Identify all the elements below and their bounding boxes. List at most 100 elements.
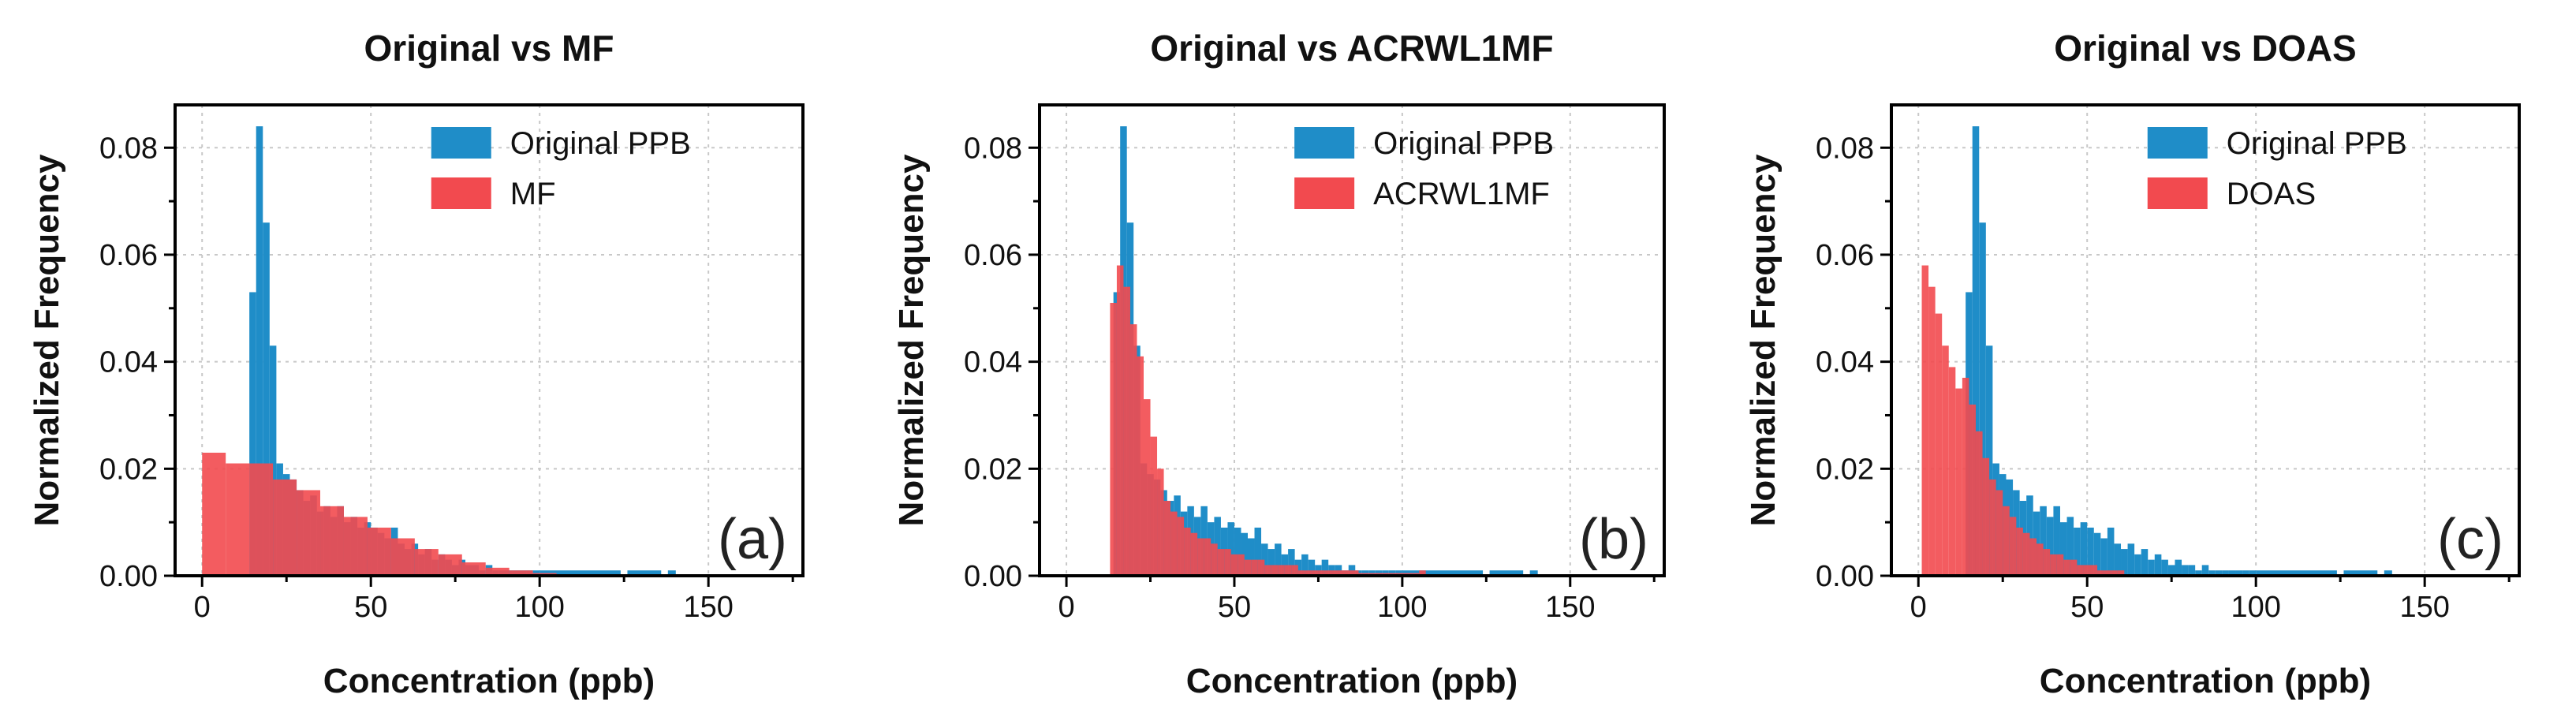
histogram-bar bbox=[269, 345, 277, 576]
histogram-bar bbox=[1529, 570, 1538, 576]
histogram-bar bbox=[1969, 404, 1976, 576]
legend-label: DOAS bbox=[2227, 177, 2316, 211]
legend-label: Original PPB bbox=[2227, 126, 2407, 161]
histogram-bar bbox=[1190, 532, 1198, 576]
histogram-bar bbox=[1217, 549, 1225, 576]
y-tick-label: 0.04 bbox=[99, 346, 158, 379]
chart-panel-2: 0 50 100 150 0.00 0.02 0.04 0.06 0.08 Original vs… bbox=[892, 28, 1666, 700]
histogram-bar bbox=[1368, 570, 1376, 576]
y-tick-label: 0.06 bbox=[964, 239, 1022, 272]
y-axis-label: Normalized Frequency bbox=[28, 154, 66, 526]
x-axis-label: Concentration (ppb) bbox=[323, 662, 655, 700]
histogram-bar bbox=[461, 562, 486, 576]
chart-title: Original vs ACRWL1MF bbox=[1150, 28, 1553, 69]
y-axis-label: Normalized Frequency bbox=[892, 154, 931, 526]
histogram-bar bbox=[2087, 527, 2094, 576]
histogram-bar bbox=[414, 549, 439, 576]
y-tick-label: 0.08 bbox=[1816, 132, 1874, 165]
y-tick-label: 0.00 bbox=[964, 560, 1022, 593]
histogram-bar bbox=[1123, 286, 1130, 576]
chart-panel-1: 0 50 100 150 0.00 0.02 0.04 0.06 0.08 Original vs… bbox=[28, 28, 805, 700]
histogram-bar bbox=[1352, 570, 1359, 576]
y-tick-label: 0.02 bbox=[99, 453, 158, 486]
histogram-bar bbox=[226, 463, 250, 576]
histogram-bar bbox=[1170, 511, 1178, 576]
histogram-bar bbox=[2242, 570, 2249, 576]
series-doas bbox=[1921, 265, 2125, 576]
histogram-bar bbox=[1248, 538, 1255, 576]
histogram-bar bbox=[2134, 554, 2141, 576]
panel-label: (b) bbox=[1579, 508, 1648, 571]
y-tick-label: 0.06 bbox=[1816, 239, 1874, 272]
histogram-bar bbox=[2063, 559, 2070, 576]
histogram-bar bbox=[2222, 570, 2229, 576]
histogram-bar bbox=[1275, 543, 1282, 576]
histogram-bar bbox=[1144, 399, 1151, 576]
x-tick-label: 50 bbox=[1218, 591, 1251, 624]
histogram-bar bbox=[1264, 565, 1271, 576]
histogram-bar bbox=[2100, 538, 2107, 576]
histogram-bar bbox=[2083, 565, 2091, 576]
histogram-bar bbox=[2080, 522, 2088, 576]
histogram-bar bbox=[1150, 436, 1158, 576]
histogram-bar bbox=[2154, 554, 2162, 576]
series-mf bbox=[202, 452, 557, 576]
histogram-bar bbox=[2022, 532, 2030, 576]
histogram-bar bbox=[1308, 559, 1316, 576]
histogram-bar bbox=[1163, 501, 1171, 576]
x-tick-label: 150 bbox=[1545, 591, 1595, 624]
histogram-bar bbox=[1234, 527, 1241, 576]
y-tick-label: 0.00 bbox=[1816, 560, 1874, 593]
legend-swatch bbox=[1294, 177, 1355, 209]
histogram-bar bbox=[367, 527, 391, 576]
histogram-bar bbox=[2256, 570, 2337, 576]
histogram-bar bbox=[1177, 517, 1185, 576]
x-tick-label: 50 bbox=[354, 591, 387, 624]
histogram-bar bbox=[2161, 559, 2168, 576]
histogram-bar bbox=[1257, 559, 1265, 576]
histogram-bar bbox=[1975, 431, 1983, 576]
histogram-bar bbox=[1267, 549, 1275, 576]
y-tick-label: 0.06 bbox=[99, 239, 158, 272]
histogram-bar bbox=[2114, 543, 2122, 576]
histogram-bar bbox=[2053, 506, 2060, 576]
x-axis-label: Concentration (ppb) bbox=[2040, 662, 2371, 700]
histogram-bar bbox=[202, 452, 226, 576]
histogram-bar bbox=[1157, 468, 1164, 576]
histogram-bar bbox=[2009, 517, 2017, 576]
histogram-bar bbox=[1955, 388, 1962, 576]
panel-label: (a) bbox=[718, 508, 787, 571]
histogram-bar bbox=[1129, 324, 1137, 576]
histogram-bar bbox=[1197, 538, 1204, 576]
histogram-bar bbox=[263, 222, 270, 576]
histogram-bar bbox=[2208, 570, 2216, 576]
histogram-bar bbox=[532, 570, 540, 576]
histogram-bar bbox=[1388, 570, 1396, 576]
x-tick-label: 100 bbox=[514, 591, 564, 624]
histogram-bar bbox=[1288, 549, 1295, 576]
histogram-bar bbox=[320, 506, 344, 576]
histogram-bar bbox=[1137, 356, 1144, 576]
histogram-bar bbox=[2077, 565, 2084, 576]
y-tick-label: 0.04 bbox=[964, 346, 1022, 379]
histogram-bar bbox=[297, 490, 321, 576]
histogram-bar bbox=[1345, 570, 1352, 576]
y-tick-label: 0.00 bbox=[99, 560, 158, 593]
histogram-bar bbox=[2093, 532, 2101, 576]
axes-frame bbox=[1890, 103, 2521, 577]
histogram-bar bbox=[1972, 126, 1980, 577]
histogram-bar bbox=[667, 570, 676, 576]
histogram-bar bbox=[1278, 565, 1285, 576]
histogram-bar bbox=[2141, 549, 2149, 576]
x-tick-label: 0 bbox=[194, 591, 211, 624]
histogram-bar bbox=[1184, 527, 1191, 576]
histogram-bar bbox=[1419, 570, 1426, 576]
legend-label: Original PPB bbox=[1373, 126, 1554, 161]
legend-swatch bbox=[431, 127, 491, 159]
histogram-bar bbox=[1489, 570, 1524, 576]
chart-panel-3: 0 50 100 150 0.00 0.02 0.04 0.06 0.08 Original vs… bbox=[1744, 28, 2521, 700]
histogram-bar bbox=[1948, 367, 1956, 576]
histogram-bar bbox=[343, 517, 368, 576]
histogram-bar bbox=[1297, 570, 1305, 576]
histogram-bar bbox=[2228, 570, 2236, 576]
